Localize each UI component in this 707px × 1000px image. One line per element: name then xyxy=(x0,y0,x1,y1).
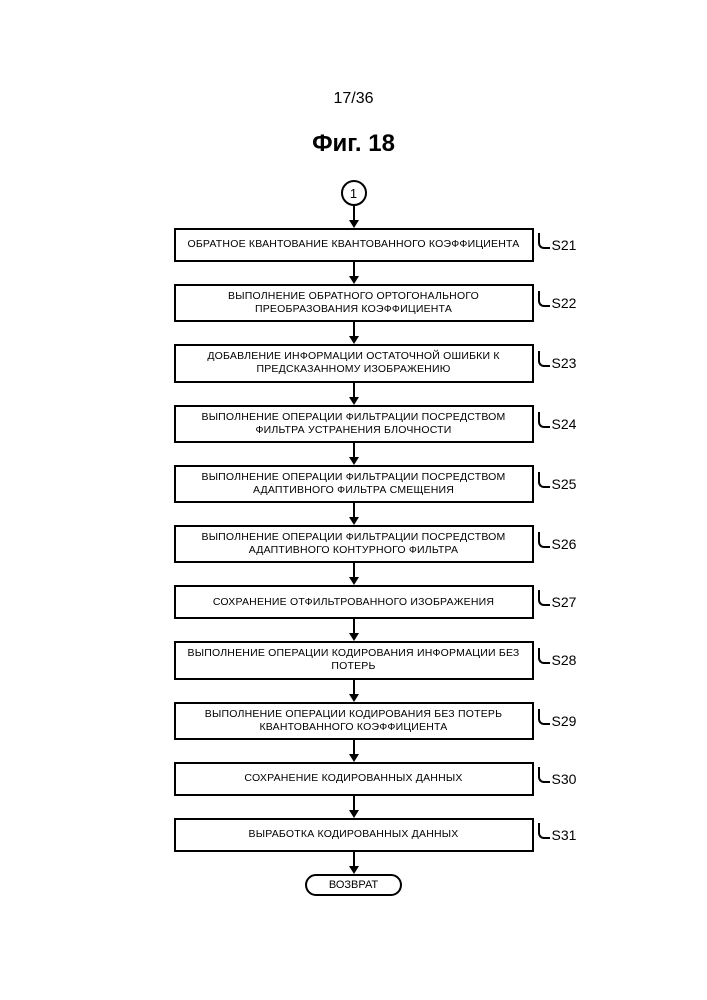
step-row: СОХРАНЕНИЕ КОДИРОВАННЫХ ДАННЫХ S30 xyxy=(0,762,707,796)
step-label: S21 xyxy=(538,237,577,253)
step-id: S22 xyxy=(552,295,577,311)
step-id: S26 xyxy=(552,536,577,552)
connector-circle: 1 xyxy=(341,180,367,206)
step-id: S25 xyxy=(552,476,577,492)
process-box: ВЫПОЛНЕНИЕ ОПЕРАЦИИ ФИЛЬТРАЦИИ ПОСРЕДСТВ… xyxy=(174,405,534,443)
step-label: S24 xyxy=(538,416,577,432)
figure-title: Фиг. 18 xyxy=(0,130,707,158)
process-text: СОХРАНЕНИЕ КОДИРОВАННЫХ ДАННЫХ xyxy=(244,772,462,785)
step-row: ВЫПОЛНЕНИЕ ОПЕРАЦИИ ФИЛЬТРАЦИИ ПОСРЕДСТВ… xyxy=(0,465,707,503)
label-hook-icon xyxy=(538,351,550,367)
arrow-icon xyxy=(346,383,362,405)
process-text: СОХРАНЕНИЕ ОТФИЛЬТРОВАННОГО ИЗОБРАЖЕНИЯ xyxy=(213,596,494,609)
step-row: ВЫПОЛНЕНИЕ ОПЕРАЦИИ ФИЛЬТРАЦИИ ПОСРЕДСТВ… xyxy=(0,405,707,443)
label-hook-icon xyxy=(538,767,550,783)
label-hook-icon xyxy=(538,648,550,664)
label-hook-icon xyxy=(538,532,550,548)
process-text: ДОБАВЛЕНИЕ ИНФОРМАЦИИ ОСТАТОЧНОЙ ОШИБКИ … xyxy=(182,350,526,376)
step-id: S28 xyxy=(552,652,577,668)
step-row: СОХРАНЕНИЕ ОТФИЛЬТРОВАННОГО ИЗОБРАЖЕНИЯ … xyxy=(0,585,707,619)
arrow-icon xyxy=(346,852,362,874)
step-label: S29 xyxy=(538,713,577,729)
process-box: СОХРАНЕНИЕ КОДИРОВАННЫХ ДАННЫХ xyxy=(174,762,534,796)
process-box: ВЫПОЛНЕНИЕ ОПЕРАЦИИ КОДИРОВАНИЯ ИНФОРМАЦ… xyxy=(174,641,534,679)
process-text: ВЫПОЛНЕНИЕ ОПЕРАЦИИ ФИЛЬТРАЦИИ ПОСРЕДСТВ… xyxy=(182,471,526,497)
process-box: ВЫПОЛНЕНИЕ ОБРАТНОГО ОРТОГОНАЛЬНОГО ПРЕО… xyxy=(174,284,534,322)
connector-label: 1 xyxy=(350,186,357,201)
step-id: S27 xyxy=(552,594,577,610)
step-row: ВЫПОЛНЕНИЕ ОПЕРАЦИИ КОДИРОВАНИЯ БЕЗ ПОТЕ… xyxy=(0,702,707,740)
process-text: ВЫПОЛНЕНИЕ ОПЕРАЦИИ КОДИРОВАНИЯ БЕЗ ПОТЕ… xyxy=(182,708,526,734)
process-box: ДОБАВЛЕНИЕ ИНФОРМАЦИИ ОСТАТОЧНОЙ ОШИБКИ … xyxy=(174,344,534,382)
arrow-icon xyxy=(346,322,362,344)
label-hook-icon xyxy=(538,291,550,307)
flowchart: 1 ОБРАТНОЕ КВАНТОВАНИЕ КВАНТОВАННОГО КОЭ… xyxy=(0,180,707,896)
arrow-icon xyxy=(346,443,362,465)
step-row: ОБРАТНОЕ КВАНТОВАНИЕ КВАНТОВАННОГО КОЭФФ… xyxy=(0,228,707,262)
process-text: ВЫПОЛНЕНИЕ ОБРАТНОГО ОРТОГОНАЛЬНОГО ПРЕО… xyxy=(182,290,526,316)
step-id: S31 xyxy=(552,827,577,843)
process-text: ВЫПОЛНЕНИЕ ОПЕРАЦИИ КОДИРОВАНИЯ ИНФОРМАЦ… xyxy=(182,647,526,673)
arrow-icon xyxy=(346,262,362,284)
step-label: S26 xyxy=(538,536,577,552)
process-text: ОБРАТНОЕ КВАНТОВАНИЕ КВАНТОВАННОГО КОЭФФ… xyxy=(187,238,519,251)
step-label: S27 xyxy=(538,594,577,610)
step-label: S31 xyxy=(538,827,577,843)
step-label: S28 xyxy=(538,652,577,668)
process-text: ВЫПОЛНЕНИЕ ОПЕРАЦИИ ФИЛЬТРАЦИИ ПОСРЕДСТВ… xyxy=(182,531,526,557)
process-box: ВЫПОЛНЕНИЕ ОПЕРАЦИИ КОДИРОВАНИЯ БЕЗ ПОТЕ… xyxy=(174,702,534,740)
step-label: S22 xyxy=(538,295,577,311)
label-hook-icon xyxy=(538,709,550,725)
label-hook-icon xyxy=(538,412,550,428)
step-row: ВЫПОЛНЕНИЕ ОПЕРАЦИИ КОДИРОВАНИЯ ИНФОРМАЦ… xyxy=(0,641,707,679)
step-label: S25 xyxy=(538,476,577,492)
step-id: S23 xyxy=(552,355,577,371)
arrow-icon xyxy=(346,503,362,525)
step-row: ВЫПОЛНЕНИЕ ОБРАТНОГО ОРТОГОНАЛЬНОГО ПРЕО… xyxy=(0,284,707,322)
arrow-icon xyxy=(346,619,362,641)
step-id: S29 xyxy=(552,713,577,729)
process-box: ВЫПОЛНЕНИЕ ОПЕРАЦИИ ФИЛЬТРАЦИИ ПОСРЕДСТВ… xyxy=(174,465,534,503)
process-box: СОХРАНЕНИЕ ОТФИЛЬТРОВАННОГО ИЗОБРАЖЕНИЯ xyxy=(174,585,534,619)
step-row: ДОБАВЛЕНИЕ ИНФОРМАЦИИ ОСТАТОЧНОЙ ОШИБКИ … xyxy=(0,344,707,382)
step-id: S30 xyxy=(552,771,577,787)
arrow-icon xyxy=(346,680,362,702)
label-hook-icon xyxy=(538,823,550,839)
arrow-icon xyxy=(346,740,362,762)
terminator: ВОЗВРАТ xyxy=(305,874,402,896)
step-label: S30 xyxy=(538,771,577,787)
page: 17/36 Фиг. 18 1 ОБРАТНОЕ КВАНТОВАНИЕ КВА… xyxy=(0,0,707,1000)
terminator-label: ВОЗВРАТ xyxy=(329,879,378,891)
process-box: ВЫРАБОТКА КОДИРОВАННЫХ ДАННЫХ xyxy=(174,818,534,852)
step-row: ВЫРАБОТКА КОДИРОВАННЫХ ДАННЫХ S31 xyxy=(0,818,707,852)
process-text: ВЫРАБОТКА КОДИРОВАННЫХ ДАННЫХ xyxy=(249,828,459,841)
label-hook-icon xyxy=(538,233,550,249)
arrow-icon xyxy=(346,796,362,818)
page-number: 17/36 xyxy=(0,90,707,108)
step-label: S23 xyxy=(538,355,577,371)
arrow-icon xyxy=(346,206,362,228)
process-box: ОБРАТНОЕ КВАНТОВАНИЕ КВАНТОВАННОГО КОЭФФ… xyxy=(174,228,534,262)
step-id: S24 xyxy=(552,416,577,432)
step-row: ВЫПОЛНЕНИЕ ОПЕРАЦИИ ФИЛЬТРАЦИИ ПОСРЕДСТВ… xyxy=(0,525,707,563)
label-hook-icon xyxy=(538,590,550,606)
arrow-icon xyxy=(346,563,362,585)
label-hook-icon xyxy=(538,472,550,488)
process-box: ВЫПОЛНЕНИЕ ОПЕРАЦИИ ФИЛЬТРАЦИИ ПОСРЕДСТВ… xyxy=(174,525,534,563)
process-text: ВЫПОЛНЕНИЕ ОПЕРАЦИИ ФИЛЬТРАЦИИ ПОСРЕДСТВ… xyxy=(182,411,526,437)
step-id: S21 xyxy=(552,237,577,253)
